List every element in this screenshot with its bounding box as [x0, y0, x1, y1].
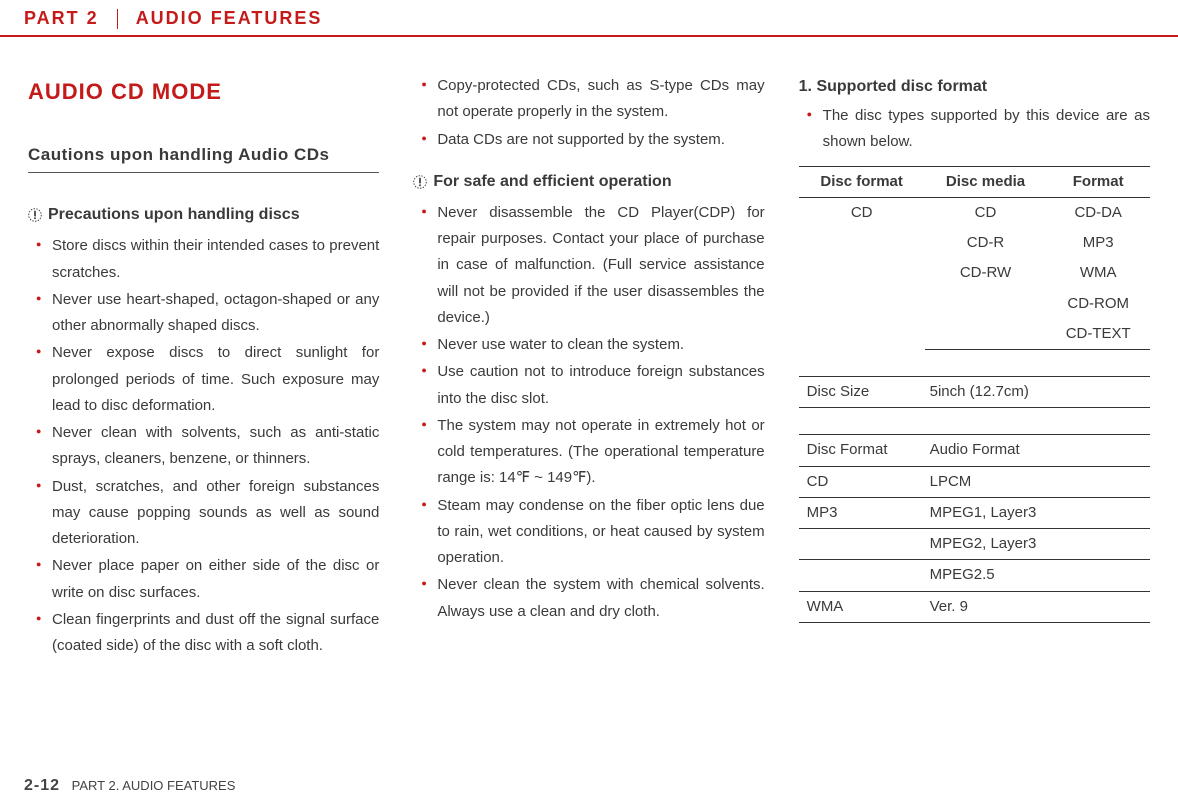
- list-item: Never clean the system with chemical sol…: [435, 572, 764, 625]
- spacer: [799, 408, 1150, 424]
- list-item: The system may not operate in extremely …: [435, 413, 764, 492]
- table-cell: CD: [799, 197, 925, 349]
- footer-label: PART 2. AUDIO FEATURES: [72, 778, 236, 793]
- col3-intro-list: The disc types supported by this device …: [799, 103, 1150, 156]
- table-header: Disc Format: [799, 435, 922, 466]
- table-cell: [799, 560, 922, 591]
- cautions-heading: Cautions upon handling Audio CDs: [28, 140, 379, 174]
- table-cell: CD-ROM: [1046, 289, 1150, 319]
- caution-icon: [413, 175, 427, 189]
- table-cell: Ver. 9: [922, 591, 1150, 622]
- table-cell: 5inch (12.7cm): [922, 377, 1150, 408]
- page-footer: 2-12 PART 2. AUDIO FEATURES: [24, 777, 235, 795]
- page-number: 2-12: [24, 777, 60, 794]
- safe-list: Never disassemble the CD Player(CDP) for…: [413, 200, 764, 625]
- table-cell: CD: [925, 197, 1047, 228]
- table-cell: CD-RW: [925, 258, 1047, 288]
- list-item: Store discs within their intended cases …: [50, 233, 379, 286]
- table-cell: [799, 529, 922, 560]
- disc-format-table: Disc format Disc media Format CD CD CD-D…: [799, 166, 1150, 351]
- disc-size-table: Disc Size 5inch (12.7cm): [799, 376, 1150, 408]
- list-item: Use caution not to introduce foreign sub…: [435, 359, 764, 412]
- audio-format-table: Disc Format Audio Format CD LPCM MP3 MPE…: [799, 434, 1150, 623]
- table-header: Disc format: [799, 166, 925, 197]
- table-header: Format: [1046, 166, 1150, 197]
- precautions-heading-row: Precautions upon handling discs: [28, 201, 379, 229]
- mode-title: AUDIO CD MODE: [28, 73, 379, 112]
- list-item: Never use water to clean the system.: [435, 332, 764, 358]
- list-item: Dust, scratches, and other foreign subst…: [50, 474, 379, 553]
- table-cell: MPEG1, Layer3: [922, 497, 1150, 528]
- table-cell: MP3: [1046, 228, 1150, 258]
- table-cell: [925, 289, 1047, 319]
- supported-disc-heading: 1. Supported disc format: [799, 73, 1150, 101]
- column-3: 1. Supported disc format The disc types …: [799, 73, 1150, 660]
- table-cell: CD-R: [925, 228, 1047, 258]
- list-item: Never expose discs to direct sunlight fo…: [50, 340, 379, 419]
- caution-icon: [28, 208, 42, 222]
- list-item: Copy-protected CDs, such as S-type CDs m…: [435, 73, 764, 126]
- precautions-list: Store discs within their intended cases …: [28, 233, 379, 659]
- safe-heading: For safe and efficient operation: [433, 168, 671, 196]
- table-cell: [925, 319, 1047, 350]
- column-1: AUDIO CD MODE Cautions upon handling Aud…: [28, 73, 379, 660]
- header-title: AUDIO FEATURES: [136, 8, 323, 29]
- table-cell: MP3: [799, 497, 922, 528]
- table-cell: WMA: [799, 591, 922, 622]
- column-2: Copy-protected CDs, such as S-type CDs m…: [413, 73, 764, 660]
- table-header: Disc media: [925, 166, 1047, 197]
- safe-heading-row: For safe and efficient operation: [413, 168, 764, 196]
- list-item: Never place paper on either side of the …: [50, 553, 379, 606]
- spacer: [413, 154, 764, 168]
- table-cell: CD-DA: [1046, 197, 1150, 228]
- content-columns: AUDIO CD MODE Cautions upon handling Aud…: [0, 37, 1178, 660]
- table-cell: Disc Size: [799, 377, 922, 408]
- precautions-heading: Precautions upon handling discs: [48, 201, 300, 229]
- list-item: The disc types supported by this device …: [821, 103, 1150, 156]
- table-cell: MPEG2, Layer3: [922, 529, 1150, 560]
- col2-top-list: Copy-protected CDs, such as S-type CDs m…: [413, 73, 764, 153]
- part-label: PART 2: [24, 8, 99, 29]
- table-header: Audio Format: [922, 435, 1150, 466]
- list-item: Never use heart-shaped, octagon-shaped o…: [50, 287, 379, 340]
- table-cell: CD: [799, 466, 922, 497]
- table-cell: WMA: [1046, 258, 1150, 288]
- list-item: Data CDs are not supported by the system…: [435, 127, 764, 153]
- list-item: Never disassemble the CD Player(CDP) for…: [435, 200, 764, 331]
- list-item: Never clean with solvents, such as anti-…: [50, 420, 379, 473]
- header-bar: PART 2 AUDIO FEATURES: [0, 0, 1178, 29]
- list-item: Clean fingerprints and dust off the sign…: [50, 607, 379, 660]
- spacer: [799, 350, 1150, 366]
- table-cell: CD-TEXT: [1046, 319, 1150, 350]
- table-cell: MPEG2.5: [922, 560, 1150, 591]
- list-item: Steam may condense on the fiber optic le…: [435, 493, 764, 572]
- header-divider: [117, 9, 118, 29]
- table-cell: LPCM: [922, 466, 1150, 497]
